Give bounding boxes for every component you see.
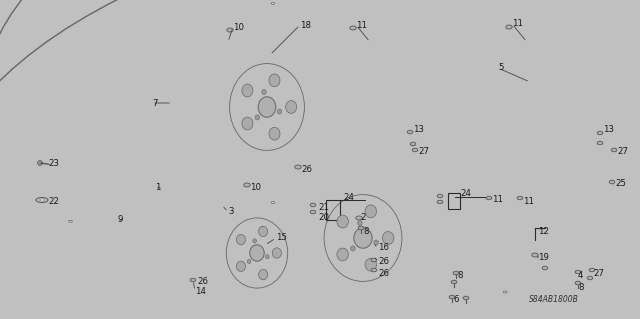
Ellipse shape: [337, 248, 348, 261]
Ellipse shape: [181, 235, 184, 238]
Ellipse shape: [271, 202, 275, 204]
Ellipse shape: [528, 110, 543, 115]
Ellipse shape: [273, 248, 282, 258]
Ellipse shape: [216, 190, 225, 194]
Ellipse shape: [442, 263, 445, 265]
Ellipse shape: [563, 100, 577, 106]
Ellipse shape: [371, 268, 377, 272]
Ellipse shape: [227, 95, 232, 96]
Ellipse shape: [239, 113, 244, 115]
Ellipse shape: [244, 185, 248, 187]
Ellipse shape: [597, 131, 603, 135]
Ellipse shape: [475, 244, 479, 245]
Ellipse shape: [182, 113, 186, 115]
Ellipse shape: [503, 291, 507, 293]
Ellipse shape: [79, 186, 117, 204]
Ellipse shape: [546, 229, 561, 234]
Ellipse shape: [611, 148, 617, 152]
Ellipse shape: [460, 239, 464, 241]
Ellipse shape: [277, 109, 282, 114]
Text: 26: 26: [378, 257, 389, 266]
Ellipse shape: [211, 93, 215, 95]
Ellipse shape: [589, 268, 595, 272]
Ellipse shape: [383, 232, 394, 244]
Ellipse shape: [421, 251, 425, 253]
Text: 13: 13: [413, 124, 424, 133]
Ellipse shape: [259, 226, 268, 237]
Ellipse shape: [36, 197, 48, 203]
Ellipse shape: [365, 258, 376, 271]
Ellipse shape: [218, 204, 222, 205]
Ellipse shape: [392, 94, 407, 100]
Ellipse shape: [449, 250, 458, 254]
Text: 2: 2: [360, 213, 365, 222]
Ellipse shape: [584, 215, 599, 221]
Ellipse shape: [202, 290, 205, 293]
Ellipse shape: [410, 142, 416, 146]
Text: 24: 24: [343, 194, 354, 203]
Text: 18: 18: [300, 20, 311, 29]
Ellipse shape: [593, 229, 608, 234]
Text: 8: 8: [457, 271, 463, 279]
Text: 16: 16: [378, 243, 389, 253]
Text: 1: 1: [155, 182, 161, 191]
Ellipse shape: [363, 94, 378, 100]
Ellipse shape: [255, 115, 259, 120]
Text: 11: 11: [492, 196, 503, 204]
Ellipse shape: [223, 56, 311, 158]
Ellipse shape: [317, 187, 409, 289]
Ellipse shape: [542, 266, 548, 270]
Ellipse shape: [354, 228, 372, 248]
Text: 25: 25: [615, 179, 626, 188]
Text: 8: 8: [363, 227, 369, 236]
Ellipse shape: [271, 3, 275, 4]
Ellipse shape: [337, 215, 348, 228]
Ellipse shape: [182, 100, 186, 101]
Text: 11: 11: [523, 197, 534, 205]
Text: 21: 21: [318, 203, 329, 211]
Ellipse shape: [351, 246, 355, 251]
Text: 4: 4: [578, 271, 584, 279]
Ellipse shape: [412, 148, 418, 152]
Ellipse shape: [203, 202, 207, 204]
Ellipse shape: [609, 180, 615, 184]
Ellipse shape: [486, 196, 492, 200]
Ellipse shape: [437, 200, 443, 204]
Ellipse shape: [234, 202, 237, 204]
Text: 11: 11: [356, 20, 367, 29]
Ellipse shape: [244, 106, 248, 108]
Ellipse shape: [475, 258, 479, 260]
Ellipse shape: [188, 191, 191, 193]
Text: 10: 10: [250, 183, 261, 192]
Ellipse shape: [227, 118, 232, 119]
Ellipse shape: [68, 220, 72, 222]
Ellipse shape: [250, 245, 264, 261]
Ellipse shape: [401, 108, 416, 114]
Ellipse shape: [365, 205, 376, 218]
Ellipse shape: [449, 295, 455, 299]
Ellipse shape: [224, 263, 228, 265]
Ellipse shape: [575, 281, 581, 285]
Ellipse shape: [178, 106, 182, 108]
Text: 14: 14: [195, 286, 206, 295]
Text: 20: 20: [318, 213, 329, 222]
Ellipse shape: [358, 226, 364, 230]
Ellipse shape: [517, 196, 523, 200]
Ellipse shape: [253, 239, 257, 243]
Ellipse shape: [555, 215, 570, 221]
Ellipse shape: [588, 276, 593, 280]
Ellipse shape: [310, 210, 316, 214]
Ellipse shape: [451, 280, 457, 284]
Ellipse shape: [262, 90, 266, 95]
Ellipse shape: [575, 270, 581, 274]
Text: 27: 27: [418, 146, 429, 155]
Text: 27: 27: [593, 269, 604, 278]
Ellipse shape: [239, 100, 244, 101]
Ellipse shape: [407, 130, 413, 134]
Text: 8: 8: [578, 283, 584, 292]
Ellipse shape: [354, 108, 369, 114]
Ellipse shape: [269, 127, 280, 140]
Ellipse shape: [209, 188, 231, 197]
Ellipse shape: [208, 105, 218, 109]
